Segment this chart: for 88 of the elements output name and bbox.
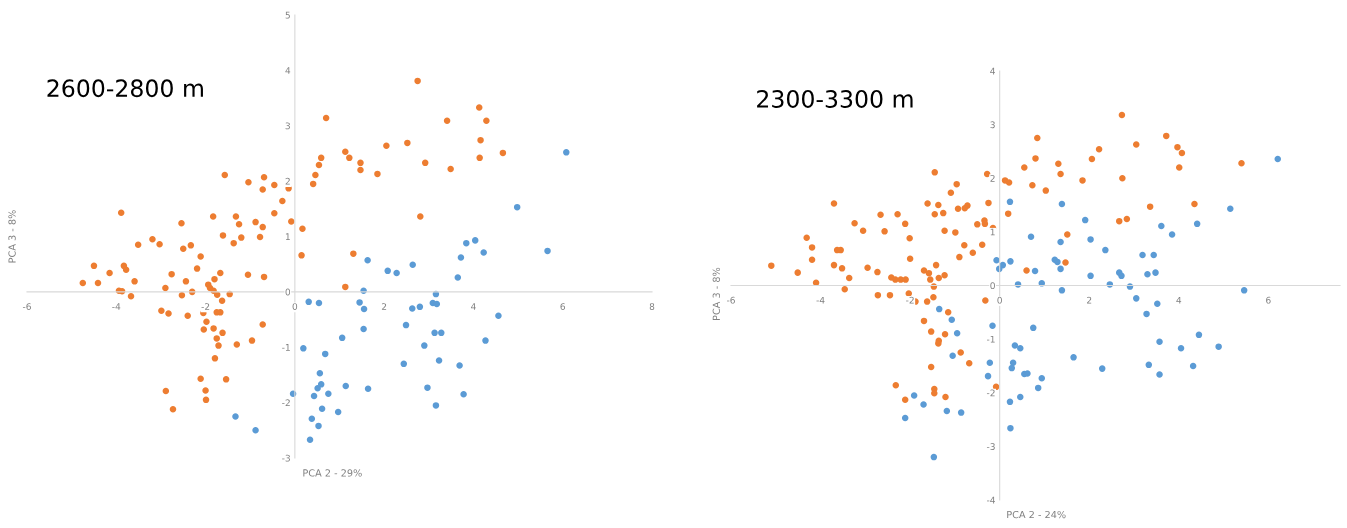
point [456,362,463,369]
point [416,303,424,311]
point [364,257,371,264]
point [317,381,325,388]
point [460,391,467,398]
y-tick-label: -2 [282,399,290,407]
x-tick-label: -2 [201,303,210,310]
point [421,342,428,349]
y-tick-label: 0 [285,288,291,296]
y-axis-title: PCA 3 - 8% [712,267,720,320]
point [454,274,462,281]
point [356,299,363,306]
point [409,305,416,312]
point [306,436,314,443]
text: 2600-2800 m [47,79,203,98]
x-tick-label: 2 [381,303,387,310]
point [310,392,318,400]
y-tick-label: -4 [986,496,995,504]
y-tick-label: 4 [990,67,995,75]
point [495,312,502,319]
x-tick-label: -6 [726,296,735,304]
point [334,408,342,416]
point [402,321,410,329]
point [463,239,470,247]
y-tick-label: -3 [986,443,995,450]
point [316,370,324,377]
point [471,237,479,244]
point [400,360,408,368]
point [482,337,489,344]
point [432,402,440,409]
y-tick-label: 1 [990,228,995,236]
point [435,357,443,364]
y-tick-label: -1 [282,344,290,351]
point [232,413,239,420]
point [457,254,465,261]
y-tick-label: 1 [285,233,290,240]
point [563,149,570,156]
y-tick-label: 2 [285,177,290,185]
point [393,269,400,277]
x-tick-label: -6 [22,303,31,310]
point [300,345,307,352]
point [252,427,259,434]
point [360,325,367,333]
point [438,329,445,337]
point [315,299,323,307]
y-tick-label: 3 [990,121,995,129]
x-tick-label: -4 [816,296,825,304]
x-tick-label: 6 [1266,296,1271,304]
x-axis-title: PCA 2 - 24% [1007,510,1066,519]
y-axis-title: PCA 3 - 8% [8,210,16,263]
point [342,382,350,390]
point [314,384,321,392]
point [325,390,332,398]
x-tick-label: 6 [560,303,566,310]
x-tick-label: 0 [997,296,1002,304]
point [513,203,521,211]
point [318,405,326,412]
point [338,334,346,342]
x-tick-label: -4 [112,303,121,310]
point [433,300,441,308]
x-axis-title: PCA 2 - 29% [303,469,362,477]
y-tick-label: 4 [285,67,291,74]
text: 2300-3300 m [757,90,913,108]
y-tick-label: 0 [990,282,995,290]
y-tick-label: -2 [986,389,995,397]
x-tick-label: 8 [649,303,655,310]
y-tick-label: 2 [990,174,995,182]
point [321,350,329,358]
x-tick-label: 4 [471,303,476,310]
point [364,385,372,393]
point [431,329,438,337]
point [480,249,487,256]
y-tick-label: 5 [285,11,290,19]
point [360,305,368,313]
y-tick-label: -3 [282,454,290,462]
x-tick-label: 0 [292,303,298,310]
point [315,422,322,430]
point [305,298,312,306]
x-tick-label: -2 [906,296,914,304]
x-tick-label: 4 [1176,296,1182,304]
point [384,267,391,275]
point [424,384,431,391]
y-tick-label: -1 [986,335,995,343]
point [544,247,551,255]
point [409,261,416,268]
point [308,415,316,422]
x-tick-label: 2 [1087,296,1092,304]
y-tick-label: 3 [285,122,290,130]
